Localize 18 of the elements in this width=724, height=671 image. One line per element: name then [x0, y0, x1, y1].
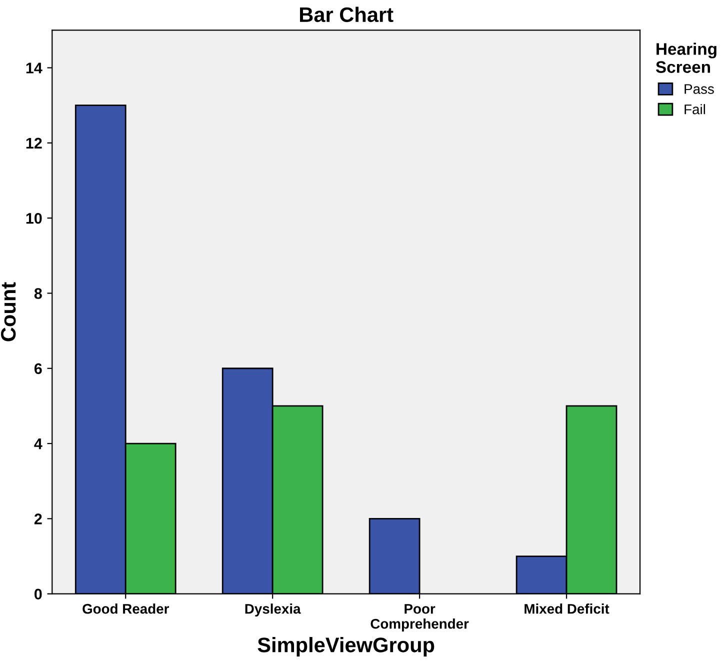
y-tick-label: 2	[34, 514, 42, 524]
x-tick-label: Good Reader	[82, 604, 170, 614]
y-tick-label: 10	[26, 212, 42, 224]
y-tick-label: 4	[34, 438, 42, 450]
legend-title: Hearing Screen	[656, 42, 716, 73]
chart-title: Bar Chart	[300, 6, 394, 22]
y-tick-label: 0	[34, 588, 42, 600]
x-axis-title: SimpleViewGroup	[258, 637, 434, 656]
legend-label: Fail	[684, 104, 705, 114]
y-tick-label: 14	[26, 62, 42, 74]
x-tick-label: Mixed Deficit	[524, 604, 610, 614]
legend-label: Pass	[684, 84, 714, 94]
y-tick-label: 6	[34, 363, 42, 374]
x-tick-label: Dyslexia	[245, 604, 301, 617]
y-tick-label: 12	[26, 138, 42, 148]
y-tick-label: 8	[34, 288, 42, 299]
x-tick-label: Poor Comprehender	[370, 604, 469, 632]
y-axis-title: Count	[0, 282, 16, 342]
